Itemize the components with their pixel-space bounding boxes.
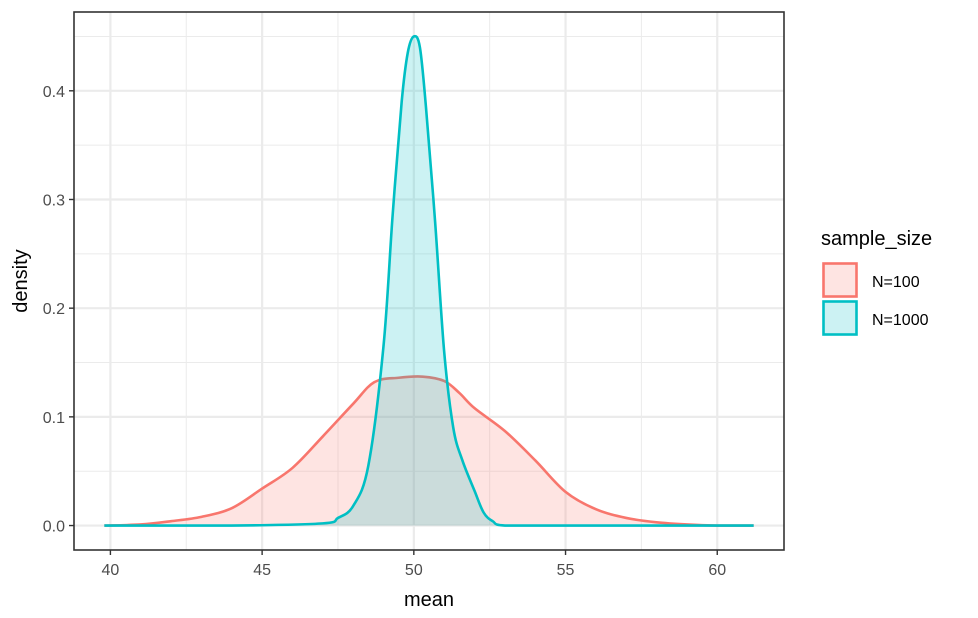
x-tick-label: 55 [557, 562, 575, 579]
x-tick-label: 45 [253, 562, 271, 579]
x-tick-label: 40 [102, 562, 120, 579]
plot-border [73, 11, 785, 551]
x-axis: 40 45 50 55 60 [102, 550, 726, 579]
y-tick-label: 0.3 [43, 192, 65, 209]
x-tick-label: 50 [405, 562, 423, 579]
series-layer [104, 34, 754, 527]
plot-panel [74, 12, 784, 550]
y-axis-title: density [10, 249, 32, 312]
x-tick-label: 60 [708, 562, 726, 579]
density-line-n-1000 [104, 34, 754, 527]
legend-key-n-100 [822, 262, 858, 298]
legend-title: sample_size [821, 228, 932, 250]
density-area-n-100 [104, 376, 754, 526]
plot-background [74, 12, 784, 550]
legend-label-n-100: N=100 [872, 274, 920, 291]
legend-label-n-1000: N=1000 [872, 312, 929, 329]
y-tick-label: 0.1 [43, 410, 65, 427]
legend: sample_size N=100 N=1000 [821, 228, 932, 336]
y-tick-label: 0.0 [43, 519, 65, 536]
x-axis-title: mean [404, 589, 454, 611]
density-area-n-1000 [104, 36, 754, 526]
y-tick-label: 0.2 [43, 301, 65, 318]
y-tick-label: 0.4 [43, 84, 65, 101]
legend-key-n-1000 [822, 300, 858, 336]
minor-gridlines [74, 12, 784, 550]
density-line-n-100 [104, 375, 754, 527]
major-gridlines [74, 12, 784, 550]
panel-border [73, 11, 785, 551]
y-axis: 0.0 0.1 0.2 0.3 0.4 [43, 84, 74, 536]
legend-items: N=100 N=1000 [822, 262, 929, 336]
